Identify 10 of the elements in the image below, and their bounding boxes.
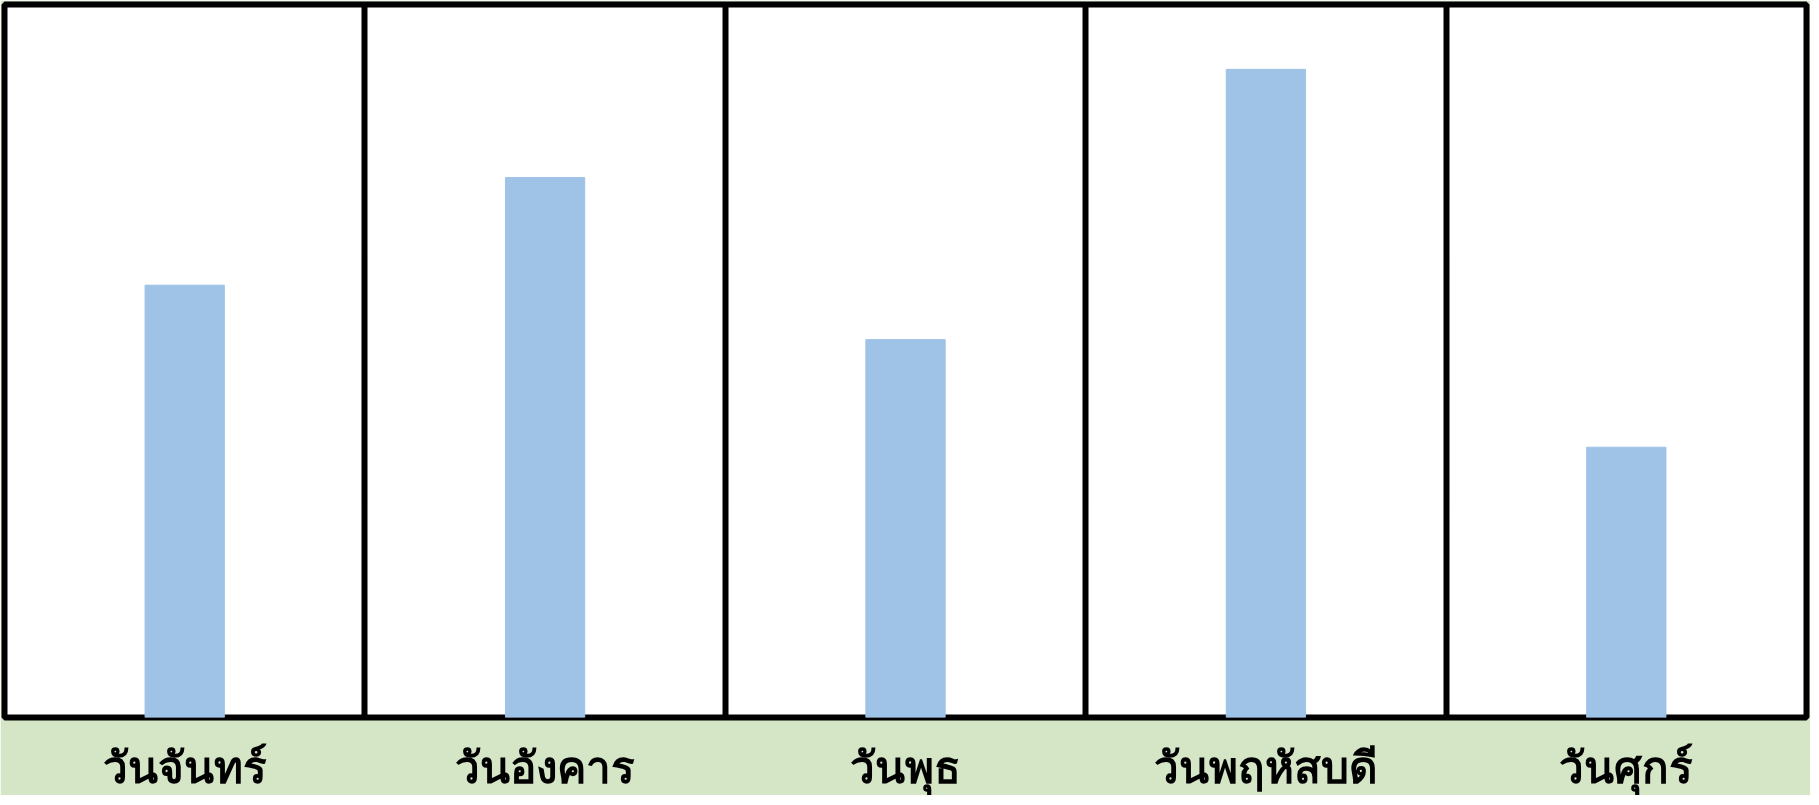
bar (1586, 446, 1667, 718)
x-tick-label: วันพุธ (850, 741, 961, 796)
x-tick-label: วันศุกร์ (1559, 741, 1694, 796)
x-tick-label: วันจันทร์ (102, 741, 267, 793)
bar (504, 177, 586, 718)
x-tick-label: วันพฤหัสบดี (1153, 741, 1378, 793)
bar (865, 339, 946, 718)
bar (1225, 68, 1307, 718)
x-tick-label: วันอังคาร (455, 741, 636, 793)
bar (144, 284, 225, 718)
